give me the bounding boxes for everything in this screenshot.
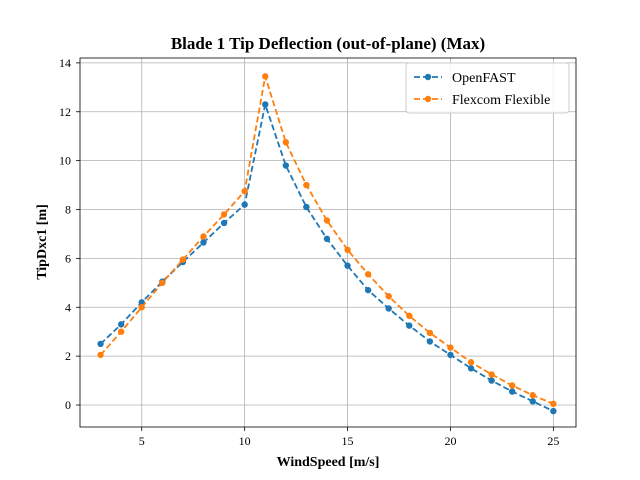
series-line-flexcom-flexible	[99, 76, 554, 405]
data-point-openfast	[508, 388, 516, 395]
data-point-openfast	[364, 286, 372, 294]
data-point-openfast	[282, 162, 290, 169]
legend-label-openfast: OpenFAST	[452, 71, 516, 86]
data-point-flexcom-flexible	[138, 304, 145, 311]
data-point-flexcom-flexible	[323, 217, 331, 224]
y-tick-label: 6	[65, 251, 71, 265]
y-tick-label: 2	[65, 349, 71, 363]
data-point-flexcom-flexible	[303, 181, 310, 189]
data-point-openfast	[241, 201, 248, 208]
data-point-openfast	[385, 305, 392, 312]
y-tick-label: 14	[59, 56, 71, 70]
data-point-flexcom-flexible	[447, 344, 454, 351]
data-point-flexcom-flexible	[241, 187, 248, 195]
data-point-flexcom-flexible	[467, 359, 475, 366]
data-point-openfast	[303, 203, 310, 211]
data-point-openfast	[323, 235, 331, 243]
data-point-flexcom-flexible	[97, 351, 104, 359]
y-tick-label: 0	[65, 398, 71, 412]
data-point-flexcom-flexible	[550, 400, 557, 407]
x-tick-label: 10	[239, 434, 251, 448]
data-point-flexcom-flexible	[529, 392, 536, 399]
data-point-flexcom-flexible	[426, 329, 434, 337]
plot-area-frame	[79, 57, 577, 428]
data-point-openfast	[344, 262, 351, 269]
data-point-openfast	[447, 351, 454, 359]
series-layer	[97, 73, 557, 415]
data-point-openfast	[488, 377, 495, 384]
data-point-flexcom-flexible	[344, 246, 351, 254]
data-point-flexcom-flexible	[200, 233, 207, 240]
data-point-openfast	[262, 101, 269, 108]
legend-marker-openfast	[424, 73, 432, 81]
data-point-openfast	[200, 239, 207, 246]
legend: OpenFAST Flexcom Flexible	[405, 62, 570, 114]
data-point-flexcom-flexible	[262, 73, 269, 80]
x-tick-label: 20	[444, 434, 456, 448]
data-point-openfast	[529, 398, 536, 405]
data-point-flexcom-flexible	[117, 328, 125, 335]
data-point-flexcom-flexible	[488, 371, 495, 378]
x-axis-label: WindSpeed [m/s]	[277, 455, 380, 470]
x-tick-label: 5	[139, 434, 145, 448]
data-point-openfast	[220, 219, 228, 227]
data-point-openfast	[550, 407, 557, 415]
data-point-flexcom-flexible	[220, 211, 228, 218]
data-point-openfast	[117, 321, 125, 328]
data-point-flexcom-flexible	[364, 271, 372, 278]
data-point-openfast	[426, 338, 434, 345]
data-point-flexcom-flexible	[406, 312, 413, 320]
data-point-flexcom-flexible	[159, 279, 166, 287]
data-point-flexcom-flexible	[179, 256, 187, 263]
legend-marker-flexcom-flexible	[424, 95, 432, 103]
data-point-openfast	[406, 322, 413, 329]
data-point-flexcom-flexible	[282, 139, 290, 146]
data-point-flexcom-flexible	[508, 382, 516, 389]
series-line-openfast	[99, 100, 554, 412]
x-tick-label: 25	[547, 434, 559, 448]
chart-title: Blade 1 Tip Deflection (out-of-plane) (M…	[171, 34, 485, 53]
data-point-openfast	[97, 340, 104, 348]
data-point-openfast	[467, 365, 475, 372]
x-tick-label: 15	[342, 434, 354, 448]
y-tick-label: 10	[59, 154, 71, 168]
y-tick-label: 4	[65, 300, 71, 314]
legend-label-flexcom-flexible: Flexcom Flexible	[452, 93, 550, 108]
y-tick-label: 12	[59, 105, 71, 119]
y-tick-label: 8	[65, 203, 71, 217]
y-axis-label: TipDxc1 [m]	[35, 204, 50, 280]
data-point-flexcom-flexible	[385, 293, 392, 300]
axis-ticks: 5 10 15 20 25 0 2 4 6 8 10 12 14	[59, 56, 559, 448]
legend-box	[405, 62, 570, 114]
